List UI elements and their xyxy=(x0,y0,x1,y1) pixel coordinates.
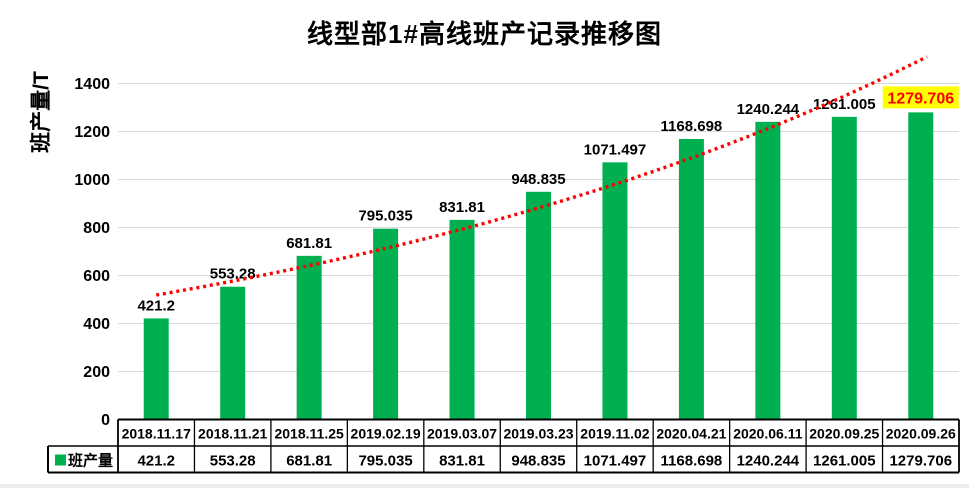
data-label: 1240.244 xyxy=(737,101,800,118)
data-label: 421.2 xyxy=(137,297,175,314)
table-value-cell: 1261.005 xyxy=(813,453,876,470)
table-date-cell: 2019.03.07 xyxy=(427,426,497,442)
table-date-cell: 2018.11.17 xyxy=(122,426,192,442)
highlight-box xyxy=(882,86,959,109)
bar xyxy=(220,286,246,420)
bar xyxy=(296,255,322,420)
bar xyxy=(602,162,628,420)
bar xyxy=(373,228,399,420)
table-value-cell: 1168.698 xyxy=(661,453,723,470)
y-tick-label: 200 xyxy=(83,364,110,381)
table-date-cell: 2019.02.19 xyxy=(351,426,421,442)
table-value-cell: 553.28 xyxy=(210,453,256,470)
table-value-cell: 1279.706 xyxy=(889,453,952,470)
y-tick-label: 1200 xyxy=(74,124,110,141)
data-label: 1168.698 xyxy=(661,118,723,135)
table-date-cell: 2019.03.23 xyxy=(503,426,573,442)
y-axis-tick-labels: 0 200 400 600 800 1000 1200 1400 xyxy=(74,76,110,429)
window-bottom-edge xyxy=(0,484,969,488)
data-table: 班产量 2018.11.17 421.2 2018.11.21 553.28 2018.1… xyxy=(47,418,960,474)
table-value-cell: 948.835 xyxy=(511,453,565,470)
exponential-trendline xyxy=(155,55,928,297)
table-value-cell: 795.035 xyxy=(358,453,412,470)
bar xyxy=(908,112,934,420)
y-tick-label: 600 xyxy=(83,268,110,285)
bar xyxy=(449,219,475,420)
y-tick-label: 0 xyxy=(101,412,110,429)
bar xyxy=(526,191,551,420)
table-date-cell: 2019.11.02 xyxy=(580,426,650,442)
table-value-cell: 681.81 xyxy=(286,453,332,470)
bar xyxy=(755,121,781,420)
y-tick-label: 400 xyxy=(83,316,110,333)
bar xyxy=(678,139,704,420)
data-label: 681.81 xyxy=(286,235,332,252)
bar xyxy=(143,318,169,420)
table-value-cell: 1071.497 xyxy=(584,453,647,470)
y-tick-label: 800 xyxy=(83,220,110,237)
table-date-cell: 2020.09.25 xyxy=(809,426,879,442)
table-value-cell: 421.2 xyxy=(137,453,175,470)
y-tick-label: 1000 xyxy=(74,172,110,189)
bar xyxy=(831,116,857,420)
data-label: 1261.005 xyxy=(813,96,876,113)
table-date-cell: 2020.09.26 xyxy=(886,426,956,442)
data-label: 948.835 xyxy=(511,171,565,188)
table-date-cell: 2020.06.11 xyxy=(733,426,803,442)
table-date-cell: 2018.11.21 xyxy=(198,426,268,442)
bar-series xyxy=(143,112,934,420)
legend-label: 班产量 xyxy=(68,452,113,470)
chart-title: 线型部1#高线班产记录推移图 xyxy=(307,19,662,49)
data-label: 795.035 xyxy=(358,208,412,225)
y-tick-label: 1400 xyxy=(74,76,110,93)
table-date-cell: 2020.04.21 xyxy=(656,426,726,442)
legend-swatch xyxy=(55,454,66,466)
data-label: 831.81 xyxy=(439,199,485,216)
data-labels: 421.2 553.28 681.81 795.035 831.81 948.835 107… xyxy=(137,86,959,314)
data-label: 553.28 xyxy=(210,266,256,283)
table-value-cell: 1240.244 xyxy=(737,453,800,470)
data-label-highlighted: 1279.706 xyxy=(887,90,954,107)
trendline xyxy=(155,55,928,297)
data-label: 1071.497 xyxy=(584,141,647,158)
table-date-cell: 2018.11.25 xyxy=(274,426,344,442)
table-value-cell: 831.81 xyxy=(439,453,485,470)
